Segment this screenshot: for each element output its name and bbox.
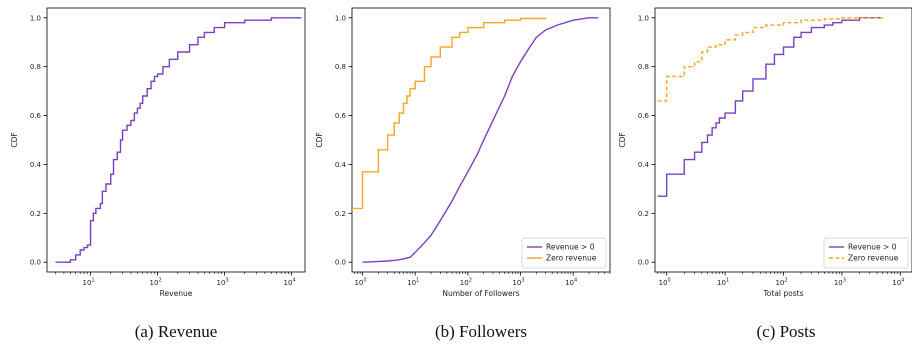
y-tick-label: 0.6 (30, 112, 42, 120)
x-tick-label: 102 (460, 278, 472, 288)
series-line-zero-revenue (657, 17, 883, 102)
y-tick-label: 0.4 (638, 161, 650, 169)
y-tick-label: 0.8 (638, 63, 649, 71)
chart-panel-2: 0.0 0.2 0.4 0.6 0.8 1.0 100 101 102 103 104 Total p… (618, 7, 912, 341)
legend-label: Zero revenue (546, 254, 597, 263)
series-group (55, 17, 302, 263)
x-tick-label: 103 (512, 278, 524, 288)
x-tick-label: 100 (659, 278, 671, 288)
series-group (352, 17, 599, 263)
series-group (657, 17, 883, 197)
x-tick-label: 102 (775, 278, 787, 288)
y-axis-label: CDF (315, 132, 324, 147)
x-tick-label: 104 (565, 278, 577, 288)
series-line-zero-revenue (352, 17, 547, 210)
y-tick-label: 0.8 (335, 63, 346, 71)
chart-panel-1: 0.0 0.2 0.4 0.6 0.8 1.0 100 101 102 103 104 Number … (315, 7, 611, 341)
chart-panel-0: 0.0 0.2 0.4 0.6 0.8 1.0 101 102 103 104 Revenue CDF… (10, 7, 306, 341)
x-tick-label: 104 (284, 278, 296, 288)
x-tick-label: 102 (150, 278, 162, 288)
x-tick-label: 103 (834, 278, 846, 288)
y-tick-label: 0.4 (30, 161, 42, 169)
x-tick-label: 101 (407, 278, 419, 288)
chart-caption: (b) Followers (435, 322, 527, 341)
y-tick-label: 0.6 (638, 112, 650, 120)
legend-label: Revenue > 0 (546, 243, 595, 252)
y-tick-label: 0.6 (335, 112, 347, 120)
plot-frame (351, 7, 611, 273)
legend: Revenue > 0 Zero revenue (823, 237, 909, 269)
x-axis-label: Revenue (160, 289, 193, 298)
y-axis-label: CDF (10, 132, 19, 147)
x-tick-label: 104 (892, 278, 904, 288)
series-line-cdf (55, 17, 302, 263)
plot-frame (46, 7, 306, 273)
x-tick-label: 101 (717, 278, 729, 288)
y-tick-label: 1.0 (335, 14, 346, 22)
y-axis-label: CDF (618, 132, 627, 147)
y-tick-label: 0.0 (30, 259, 41, 267)
legend: Revenue > 0 Zero revenue (521, 237, 607, 269)
y-tick-label: 1.0 (638, 14, 649, 22)
chart-caption: (a) Revenue (135, 322, 218, 341)
y-tick-label: 1.0 (30, 14, 41, 22)
series-line-revenue-0 (362, 17, 599, 263)
y-tick-label: 0.0 (335, 259, 346, 267)
y-tick-label: 0.2 (30, 210, 41, 218)
x-tick-label: 103 (217, 278, 229, 288)
x-axis-label: Total posts (762, 289, 803, 298)
y-tick-label: 0.8 (30, 63, 41, 71)
chart-caption: (c) Posts (756, 322, 815, 341)
y-tick-label: 0.0 (638, 259, 649, 267)
y-tick-label: 0.4 (335, 161, 347, 169)
y-tick-label: 0.2 (638, 210, 649, 218)
x-tick-label: 100 (354, 278, 366, 288)
x-axis-label: Number of Followers (442, 289, 519, 298)
legend-label: Zero revenue (848, 254, 899, 263)
y-tick-label: 0.2 (335, 210, 346, 218)
legend-box (823, 237, 909, 269)
legend-label: Revenue > 0 (848, 243, 897, 252)
series-line-revenue-0 (657, 17, 883, 197)
x-tick-label: 101 (83, 278, 95, 288)
legend-box (521, 237, 607, 269)
